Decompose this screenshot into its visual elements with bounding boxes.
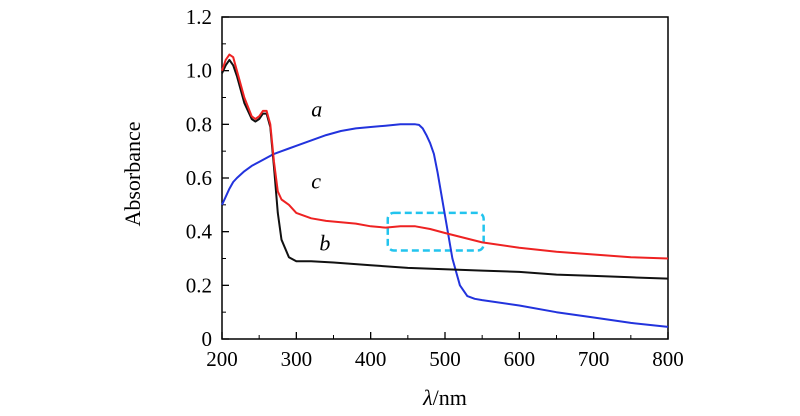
x-axis-title-unit: /nm: [433, 385, 467, 410]
series-line-b: [221, 58, 669, 280]
curve-label-b: b: [319, 230, 330, 255]
plot-frame: [221, 16, 669, 340]
x-tick-label: 200: [206, 347, 238, 371]
series-line-a: [221, 123, 669, 328]
y-tick-label: 0: [202, 327, 213, 351]
x-tick-label: 700: [578, 347, 610, 371]
x-axis-title: λ/nm: [422, 385, 467, 410]
y-tick-label: 0.4: [186, 220, 213, 244]
y-tick-label: 0.8: [186, 112, 212, 136]
x-tick-label: 600: [504, 347, 536, 371]
series-line-c: [221, 53, 669, 260]
curve-label-c: c: [311, 169, 321, 194]
y-tick-label: 0.6: [186, 166, 212, 190]
y-axis-title: Absorbance: [120, 121, 145, 226]
x-tick-label: 400: [355, 347, 387, 371]
x-tick-label: 500: [429, 347, 461, 371]
y-tick-label: 0.2: [186, 273, 212, 297]
curve-label-a: a: [311, 96, 322, 121]
x-axis-title-symbol: λ: [422, 385, 433, 410]
highlight-box: [386, 211, 485, 252]
y-tick-label: 1.0: [186, 59, 212, 83]
x-tick-label: 800: [652, 347, 684, 371]
x-tick-label: 300: [281, 347, 313, 371]
y-tick-label: 1.2: [186, 5, 212, 29]
